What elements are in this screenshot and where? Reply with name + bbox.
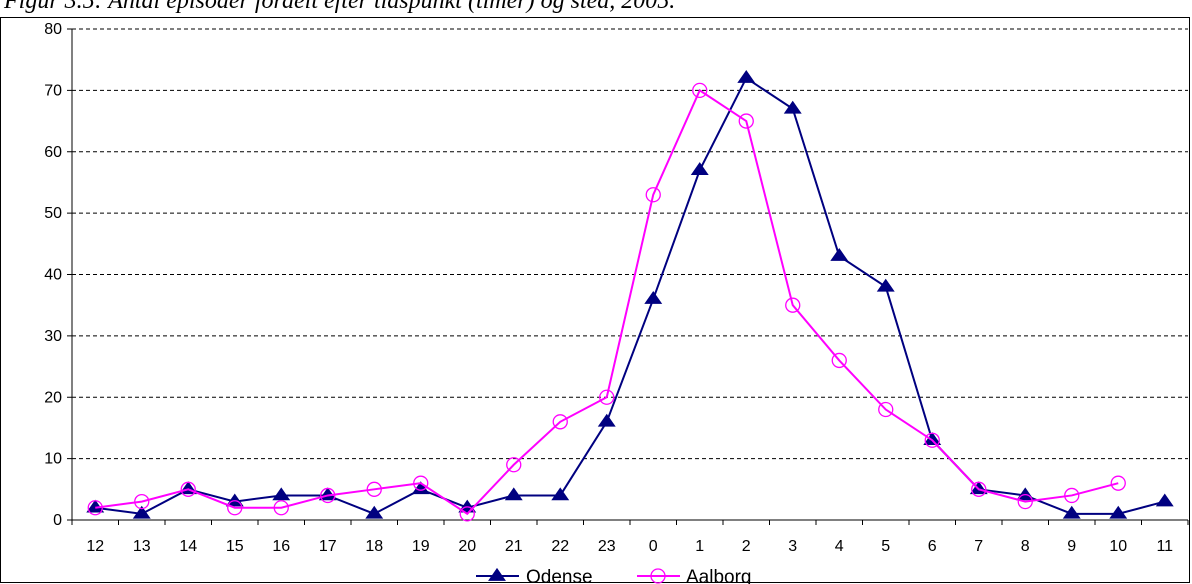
data-point-marker bbox=[1062, 505, 1081, 519]
data-point-marker bbox=[878, 401, 894, 418]
data-point-marker bbox=[1109, 505, 1128, 519]
x-tick-label: 22 bbox=[551, 538, 569, 555]
data-point-marker bbox=[645, 187, 661, 203]
data-point-marker bbox=[644, 290, 663, 304]
x-tick-label: 8 bbox=[1021, 538, 1030, 555]
data-point-marker bbox=[366, 481, 382, 497]
x-tick-label: 6 bbox=[928, 538, 937, 555]
x-tick-label: 18 bbox=[365, 538, 383, 555]
x-tick-label: 19 bbox=[412, 538, 430, 555]
data-point-marker bbox=[87, 500, 103, 516]
x-tick-label: 15 bbox=[226, 538, 244, 555]
gridlines bbox=[72, 28, 1188, 460]
data-point-marker bbox=[783, 100, 802, 114]
data-point-marker bbox=[738, 113, 754, 129]
chart-frame bbox=[0, 17, 1190, 583]
y-tick-label: 70 bbox=[44, 82, 62, 99]
data-point-marker bbox=[924, 432, 940, 448]
x-tick-label: 11 bbox=[1156, 538, 1173, 555]
y-tick-label: 20 bbox=[44, 389, 62, 406]
data-point-marker bbox=[690, 162, 709, 175]
series-line bbox=[95, 88, 1119, 516]
y-tick-label: 0 bbox=[53, 512, 62, 529]
legend-item-odense: Odense bbox=[476, 567, 593, 584]
data-point-marker bbox=[1110, 475, 1126, 491]
data-point-marker bbox=[504, 487, 523, 501]
x-tick-label: 7 bbox=[974, 538, 983, 555]
figure-caption: Figur 3.5: Antal episoder fordelt efter … bbox=[4, 0, 676, 14]
y-tick-label: 10 bbox=[44, 451, 62, 468]
data-point-marker bbox=[971, 481, 987, 497]
y-tick-label: 30 bbox=[44, 328, 62, 345]
x-tick-label: 14 bbox=[179, 538, 197, 555]
legend-triangle-marker bbox=[488, 567, 506, 581]
data-point-marker bbox=[785, 297, 801, 313]
legend-item-aalborg: Aalborg bbox=[637, 567, 752, 584]
data-point-marker bbox=[1017, 493, 1033, 510]
y-tick-label: 60 bbox=[44, 144, 62, 161]
series-aalborg bbox=[87, 82, 1126, 522]
x-tick-label: 9 bbox=[1067, 538, 1076, 555]
data-point-marker bbox=[830, 248, 849, 261]
x-tick-label: 17 bbox=[319, 538, 337, 555]
data-point-marker bbox=[134, 493, 150, 510]
x-tick-label: 0 bbox=[649, 538, 658, 555]
data-point-marker bbox=[737, 70, 756, 83]
data-point-marker bbox=[597, 413, 616, 427]
series-odense bbox=[86, 70, 1174, 519]
data-point-marker bbox=[876, 278, 895, 292]
x-tick-label: 12 bbox=[86, 538, 104, 555]
data-point-marker bbox=[506, 457, 522, 473]
x-tick-label: 5 bbox=[881, 538, 890, 555]
y-tick-label: 80 bbox=[44, 21, 62, 38]
x-tick-label: 3 bbox=[788, 538, 797, 555]
legend-circle-marker bbox=[650, 568, 666, 584]
data-point-marker bbox=[132, 505, 151, 519]
data-point-marker bbox=[1064, 487, 1080, 504]
y-tick-label: 50 bbox=[44, 205, 62, 222]
data-point-marker bbox=[180, 481, 196, 497]
y-axis: 0 10 20 30 40 50 60 70 80 bbox=[44, 21, 73, 529]
x-tick-label: 10 bbox=[1109, 538, 1127, 555]
data-point-marker bbox=[459, 506, 475, 522]
data-point-marker bbox=[552, 414, 568, 430]
legend-label: Odense bbox=[526, 567, 593, 584]
data-point-marker bbox=[272, 487, 291, 501]
data-point-marker bbox=[831, 352, 847, 369]
data-point-marker bbox=[227, 500, 243, 516]
x-tick-label: 1 bbox=[695, 538, 704, 555]
data-point-marker bbox=[365, 505, 384, 519]
data-point-marker bbox=[411, 481, 430, 495]
x-tick-label: 13 bbox=[133, 538, 151, 555]
x-tick-label: 20 bbox=[458, 538, 476, 555]
data-point-marker bbox=[413, 475, 429, 491]
data-point-marker bbox=[923, 432, 942, 446]
legend: Odense Aalborg bbox=[476, 567, 752, 584]
x-axis: 12 13 14 15 16 17 18 19 20 21 22 23 0 1 2 3 4 5 6 7 8 9 10 11 bbox=[71, 519, 1189, 555]
legend-label: Aalborg bbox=[686, 567, 752, 584]
series-layer bbox=[86, 70, 1174, 522]
data-point-marker bbox=[599, 389, 615, 405]
y-tick-label: 40 bbox=[44, 267, 62, 284]
x-tick-label: 16 bbox=[272, 538, 290, 555]
data-point-marker bbox=[320, 487, 336, 504]
x-tick-label: 23 bbox=[598, 538, 616, 555]
data-point-marker bbox=[551, 487, 570, 501]
data-point-marker bbox=[273, 500, 289, 516]
data-point-marker bbox=[1155, 493, 1174, 507]
x-tick-label: 21 bbox=[505, 538, 523, 555]
x-tick-label: 4 bbox=[835, 538, 844, 555]
x-tick-label: 2 bbox=[742, 538, 751, 555]
data-point-marker bbox=[692, 82, 708, 99]
